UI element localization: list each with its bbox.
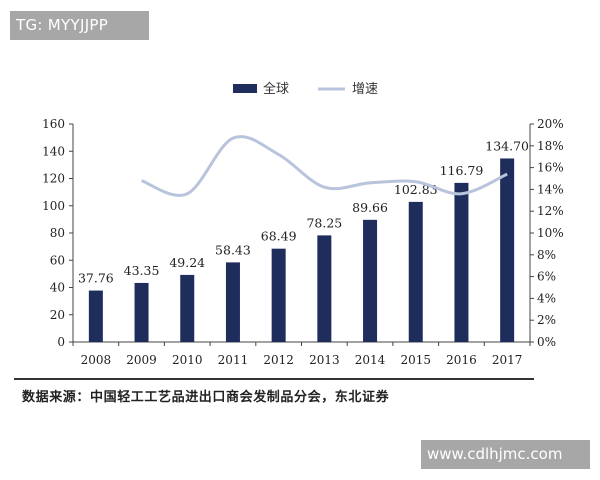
y-right-tick-label: 2% [537, 313, 556, 327]
y-right-tick-label: 4% [537, 291, 556, 305]
bar-data-label: 37.76 [78, 271, 114, 286]
watermark-top: TG: MYYJJPP [10, 11, 149, 40]
y-left-tick-label: 160 [42, 117, 65, 131]
bar [88, 290, 103, 342]
x-tick-label: 2010 [172, 353, 203, 367]
y-right-tick-label: 6% [537, 270, 556, 284]
y-left-tick-label: 0 [57, 335, 65, 349]
chart: 全球 增速 0 20 40 60 80 100 120 140 160 0% 2% 4% 6% 8% 10%… [42, 81, 564, 367]
y-right-tick-label: 8% [537, 248, 556, 262]
bar-data-label: 116.79 [440, 163, 484, 178]
y-right-tick-label: 12% [537, 204, 564, 218]
bar [225, 262, 240, 342]
bar-data-label: 89.66 [352, 200, 388, 215]
source-note: 数据来源：中国轻工工艺品进出口商会发制品分会，东北证券 [22, 390, 390, 405]
legend-line-label: 增速 [352, 82, 378, 97]
bar-data-label: 102.83 [394, 182, 438, 197]
y-left-tick-label: 60 [50, 253, 65, 267]
y-right-tick-label: 18% [537, 139, 564, 153]
bar-data-label: 49.24 [169, 255, 205, 270]
bar [317, 235, 332, 342]
bar-labels: 37.76 43.35 49.24 58.43 68.49 78.25 89.66 102.8… [78, 138, 529, 285]
growth-series-line [140, 135, 508, 197]
bar [500, 158, 515, 342]
bar-data-label: 78.25 [306, 215, 342, 230]
y-left-tick-label: 80 [50, 226, 65, 240]
y-right-tick-label: 10% [537, 226, 564, 240]
bar [271, 248, 286, 342]
bar-data-label: 58.43 [215, 242, 251, 257]
bar-data-label: 68.49 [261, 229, 297, 244]
bar [408, 201, 423, 342]
bar [180, 274, 195, 342]
y-left-tick-label: 40 [50, 281, 65, 295]
x-tick-label: 2014 [355, 353, 386, 367]
bar-data-label: 134.70 [485, 138, 529, 153]
x-tick-label: 2016 [446, 353, 477, 367]
legend-bar-label: 全球 [263, 81, 289, 97]
divider [14, 378, 534, 380]
y-left-tick-label: 140 [42, 144, 65, 158]
x-tick-label: 2017 [492, 353, 523, 367]
bar [363, 219, 378, 342]
bar-data-label: 43.35 [124, 263, 160, 278]
x-tick-label: 2012 [263, 353, 294, 367]
bar [454, 182, 469, 342]
x-tick-label: 2013 [309, 353, 340, 367]
x-tick-label: 2015 [400, 353, 431, 367]
legend-bar-swatch [233, 84, 257, 93]
watermark-bottom: www.cdlhjmc.com [421, 440, 590, 469]
x-tick-label: 2011 [218, 353, 249, 367]
y-left-tick-label: 100 [42, 199, 65, 213]
y-left-tick-label: 20 [50, 308, 65, 322]
y-right-tick-label: 20% [537, 117, 564, 131]
growth-line [140, 135, 508, 197]
axes: 0 20 40 60 80 100 120 140 160 0% 2% 4% 6% 8% 10% 12% 14%… [42, 117, 564, 367]
legend: 全球 增速 [233, 81, 378, 97]
y-left-tick-label: 120 [42, 172, 65, 186]
x-tick-label: 2008 [81, 353, 112, 367]
bar [134, 282, 149, 342]
bars [88, 158, 515, 342]
y-right-tick-label: 16% [537, 161, 564, 175]
y-right-tick-label: 0% [537, 335, 556, 349]
y-right-tick-label: 14% [537, 182, 564, 196]
x-tick-label: 2009 [126, 353, 157, 367]
